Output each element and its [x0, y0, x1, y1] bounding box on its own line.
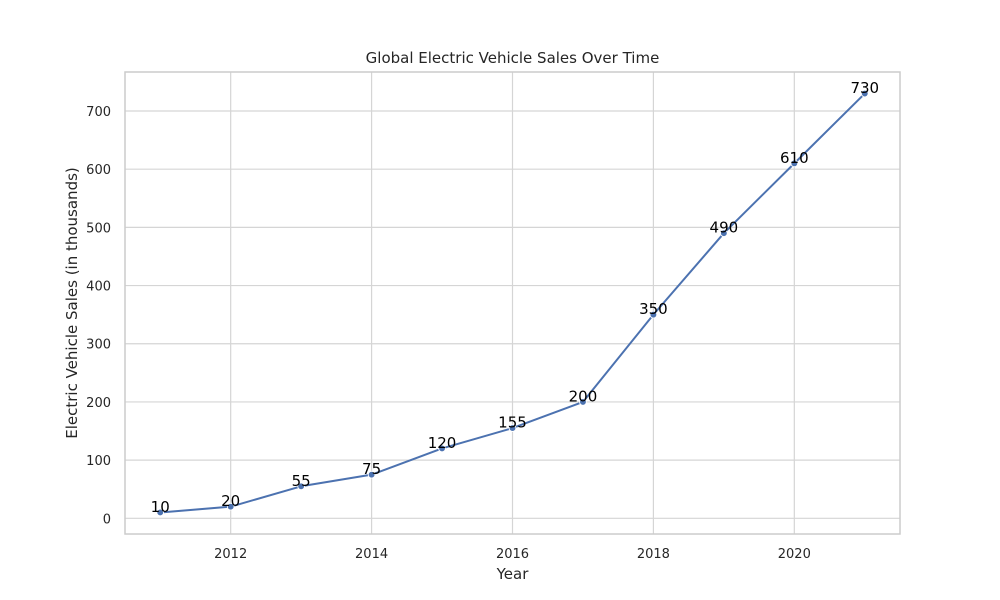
axis-ticks: 2012 2014 2016 2018 202001002003004005006007… — [86, 105, 811, 562]
data-label: 200 — [569, 387, 598, 405]
data-label: 155 — [498, 414, 527, 432]
y-tick-label: 0 — [103, 512, 111, 527]
y-tick-label: 700 — [86, 105, 111, 120]
x-tick-label: 2020 — [778, 547, 811, 562]
chart-title: Global Electric Vehicle Sales Over Time — [366, 49, 660, 67]
data-point — [156, 508, 165, 517]
y-tick-label: 600 — [86, 163, 111, 178]
data-point — [790, 159, 799, 168]
x-tick-label: 2016 — [496, 547, 529, 562]
y-axis-label: Electric Vehicle Sales (in thousands) — [63, 167, 81, 439]
data-point — [226, 502, 235, 511]
data-point — [720, 229, 728, 238]
y-tick-label: 400 — [86, 280, 111, 295]
data-point — [297, 482, 305, 491]
y-tick-label: 200 — [86, 396, 111, 411]
y-tick-label: 500 — [86, 221, 111, 236]
data-label: 20 — [221, 492, 240, 510]
x-tick-label: 2018 — [637, 547, 670, 562]
data-label: 730 — [850, 79, 879, 97]
data-point — [438, 444, 446, 453]
y-tick-label: 300 — [86, 338, 111, 353]
data-label: 55 — [292, 472, 311, 490]
data-label: 120 — [428, 434, 457, 452]
data-labels: 10 20 55 75 120 155 200 350 490 610 730 — [151, 79, 879, 516]
data-label: 75 — [362, 460, 381, 478]
data-point — [508, 424, 517, 432]
grid-lines — [125, 72, 900, 534]
data-label: 10 — [151, 498, 170, 516]
data-point — [860, 89, 869, 98]
x-axis-label: Year — [496, 565, 530, 583]
x-tick-label: 2014 — [355, 547, 388, 562]
data-label: 610 — [780, 149, 809, 167]
data-point — [579, 398, 587, 406]
data-label: 350 — [639, 300, 668, 318]
series-layer — [156, 89, 869, 517]
x-tick-label: 2012 — [214, 547, 247, 562]
data-point — [367, 470, 376, 479]
y-tick-label: 100 — [86, 454, 111, 469]
plot-frame — [124, 71, 901, 535]
data-label: 490 — [710, 219, 739, 237]
data-point — [649, 310, 658, 319]
